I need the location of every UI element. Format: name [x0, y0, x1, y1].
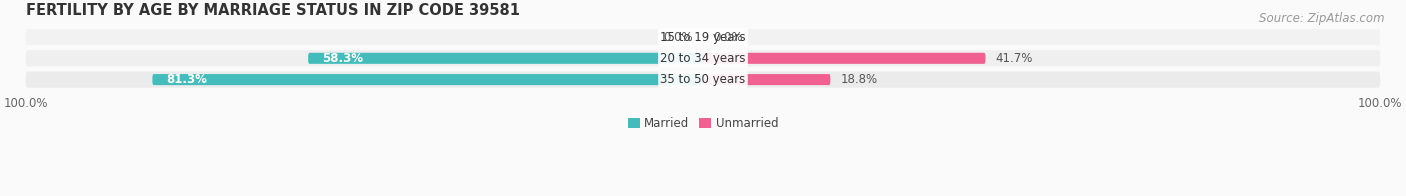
Text: 41.7%: 41.7% [995, 52, 1033, 65]
FancyBboxPatch shape [703, 74, 831, 85]
Legend: Married, Unmarried: Married, Unmarried [623, 113, 783, 135]
Text: 0.0%: 0.0% [713, 31, 742, 44]
FancyBboxPatch shape [703, 53, 986, 64]
FancyBboxPatch shape [152, 74, 703, 85]
Text: Source: ZipAtlas.com: Source: ZipAtlas.com [1260, 12, 1385, 25]
Text: 58.3%: 58.3% [322, 52, 363, 65]
FancyBboxPatch shape [308, 53, 703, 64]
Text: 15 to 19 years: 15 to 19 years [661, 31, 745, 44]
Text: 0.0%: 0.0% [664, 31, 693, 44]
FancyBboxPatch shape [25, 72, 1381, 88]
FancyBboxPatch shape [25, 50, 1381, 66]
FancyBboxPatch shape [25, 29, 1381, 45]
Text: FERTILITY BY AGE BY MARRIAGE STATUS IN ZIP CODE 39581: FERTILITY BY AGE BY MARRIAGE STATUS IN Z… [25, 4, 520, 18]
Text: 81.3%: 81.3% [166, 73, 207, 86]
Text: 20 to 34 years: 20 to 34 years [661, 52, 745, 65]
Text: 18.8%: 18.8% [841, 73, 877, 86]
Text: 35 to 50 years: 35 to 50 years [661, 73, 745, 86]
